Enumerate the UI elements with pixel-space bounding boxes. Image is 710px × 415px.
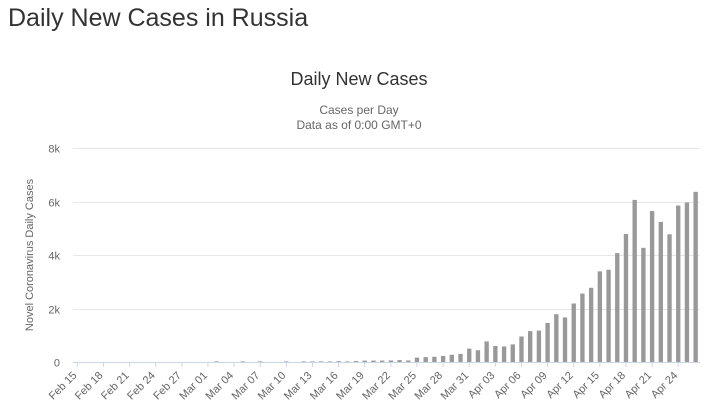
bar xyxy=(353,361,359,362)
x-tick-label: Mar 01 xyxy=(177,370,210,403)
x-tick-label: Apr 06 xyxy=(492,370,523,401)
x-tick-label: Feb 27 xyxy=(151,370,184,403)
bar xyxy=(432,356,437,362)
bar xyxy=(475,350,481,362)
bar xyxy=(606,269,611,362)
x-tick-label: Feb 21 xyxy=(99,370,132,403)
y-axis-label: Novel Coronavirus Daily Cases xyxy=(24,178,36,331)
bar xyxy=(597,271,603,362)
x-tick-label: Apr 21 xyxy=(623,370,654,401)
bar xyxy=(440,355,446,362)
bar xyxy=(362,360,367,362)
bar xyxy=(623,234,629,362)
bar xyxy=(449,354,454,362)
x-tick-label: Apr 15 xyxy=(571,370,602,401)
bar xyxy=(484,341,489,362)
y-tick-label: 6k xyxy=(48,198,60,210)
bar xyxy=(536,330,542,362)
chart-subtitle-line-1: Cases per Day xyxy=(319,103,398,117)
y-tick-label: 2k xyxy=(48,305,60,317)
bar xyxy=(571,303,576,362)
x-tick-label: Feb 15 xyxy=(47,370,80,403)
chart-subtitle-line-2: Data as of 0:00 GMT+0 xyxy=(296,118,421,132)
x-tick-label: Apr 12 xyxy=(544,370,575,401)
bar xyxy=(310,361,315,362)
bar xyxy=(379,360,385,362)
y-tick-label: 8k xyxy=(48,144,60,156)
x-tick-label: Mar 31 xyxy=(439,370,472,403)
bar xyxy=(693,191,698,362)
bar xyxy=(336,361,341,362)
x-tick-label: Mar 10 xyxy=(256,370,289,403)
bar xyxy=(684,202,690,362)
bar xyxy=(406,360,411,362)
bar xyxy=(284,361,289,362)
x-tick-label: Mar 25 xyxy=(386,370,419,403)
chart-title: Daily New Cases xyxy=(290,69,427,89)
y-tick-label: 0 xyxy=(54,358,60,370)
bar xyxy=(632,199,637,362)
bars xyxy=(214,191,698,363)
y-axis-ticks: 0 2k 4k 6k 8k xyxy=(48,144,60,370)
bar xyxy=(501,346,507,362)
x-tick-label: Apr 03 xyxy=(466,370,497,401)
bar xyxy=(649,211,655,362)
x-tick-label: Apr 09 xyxy=(518,370,549,401)
bar xyxy=(423,357,428,362)
bar xyxy=(676,205,681,362)
bar xyxy=(580,293,585,362)
bar xyxy=(562,317,568,362)
bar xyxy=(327,361,333,362)
bar xyxy=(467,348,472,363)
bar xyxy=(388,360,394,362)
bar xyxy=(667,234,672,362)
bar xyxy=(615,253,620,362)
bar xyxy=(458,353,463,362)
bar xyxy=(493,345,498,362)
bar xyxy=(554,314,559,362)
bar xyxy=(528,331,533,362)
page-heading: Daily New Cases in Russia xyxy=(8,4,309,32)
bar xyxy=(345,361,350,362)
gridlines xyxy=(73,148,700,310)
bar xyxy=(658,221,663,362)
bar xyxy=(545,322,550,362)
bar xyxy=(588,287,594,362)
bar xyxy=(319,361,324,362)
bar xyxy=(240,361,245,362)
x-tick-label: Mar 13 xyxy=(282,370,315,403)
x-tick-label: Mar 07 xyxy=(230,370,263,403)
x-tick-label: Feb 24 xyxy=(125,370,158,403)
x-tick-label: Feb 18 xyxy=(73,370,106,403)
bar xyxy=(414,357,420,362)
x-tick-label: Apr 18 xyxy=(597,370,628,401)
bar xyxy=(258,361,263,362)
bar xyxy=(510,344,515,362)
x-tick-label: Apr 24 xyxy=(649,370,680,401)
x-tick-label: Mar 19 xyxy=(334,370,367,403)
x-tick-label: Mar 04 xyxy=(204,370,237,403)
bar xyxy=(519,336,524,362)
bar xyxy=(371,360,376,362)
y-tick-label: 4k xyxy=(48,251,60,263)
x-tick-label: Mar 28 xyxy=(413,370,446,403)
bar xyxy=(214,361,219,362)
bar xyxy=(301,361,306,362)
bar xyxy=(397,360,402,362)
x-tick-label: Mar 22 xyxy=(360,370,393,403)
x-tick-label: Mar 16 xyxy=(308,370,341,403)
bar xyxy=(641,247,646,362)
x-axis-ticks xyxy=(76,362,679,367)
